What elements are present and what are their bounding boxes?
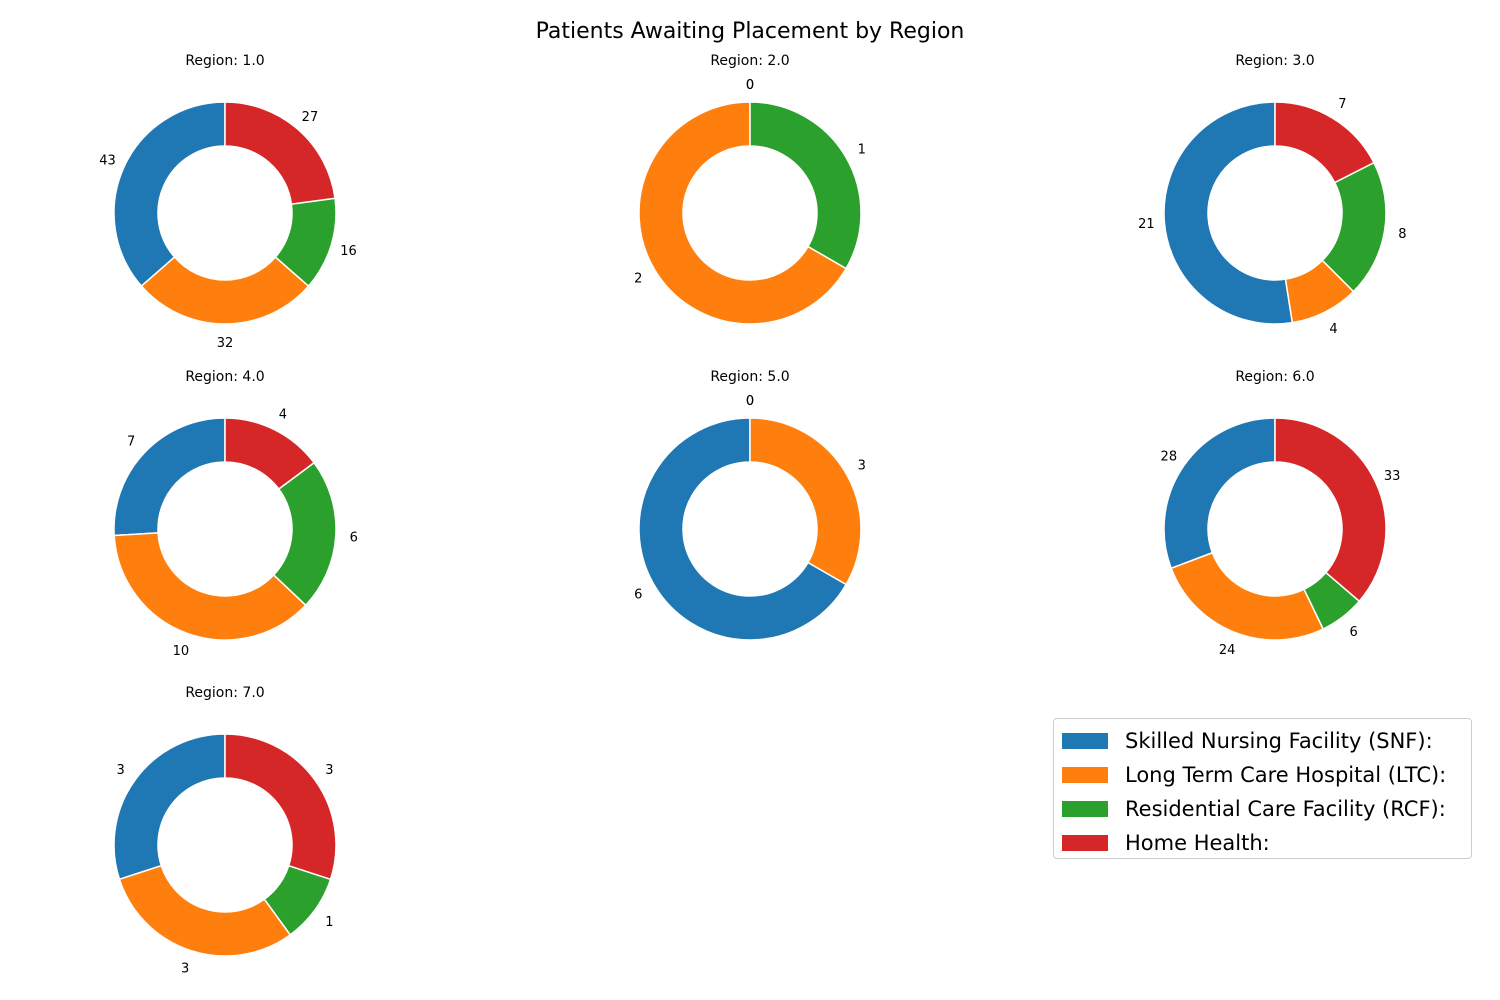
donut-region-1: Region: 1.0 43 32 16 27: [99, 53, 357, 351]
legend-label: Long Term Care Hospital (LTC):: [1125, 763, 1447, 787]
slice-value-label: 16: [340, 244, 357, 259]
slice-value-label: 7: [127, 434, 135, 449]
slice-value-label: 32: [217, 336, 234, 351]
slice-value-label: 4: [279, 408, 287, 423]
slice-value-label: 6: [350, 531, 358, 546]
donut-title: Region: 4.0: [185, 369, 264, 385]
slice-value-label: 24: [1219, 643, 1236, 658]
legend-swatch: [1062, 801, 1108, 817]
slice-value-label: 6: [1350, 625, 1358, 640]
donut-slice: [638, 417, 847, 641]
slice-value-label: 4: [1329, 322, 1337, 337]
chart-title: Patients Awaiting Placement by Region: [536, 19, 965, 44]
donut-slice: [224, 417, 315, 490]
donut-title: Region: 3.0: [1235, 53, 1314, 69]
slice-value-label: 1: [325, 915, 333, 930]
legend-label: Home Health:: [1125, 831, 1270, 855]
slice-value-label: 3: [181, 962, 189, 977]
legend-swatch: [1062, 733, 1108, 749]
donut-slice: [113, 733, 226, 881]
donut-region-7: Region: 7.0 3 3 1 3: [113, 685, 337, 977]
slice-value-label: 27: [302, 110, 319, 125]
legend-item: Long Term Care Hospital (LTC):: [1062, 758, 1471, 792]
slice-value-label: 1: [858, 143, 866, 158]
donut-slice: [113, 532, 307, 641]
donut-title: Region: 2.0: [710, 53, 789, 69]
donut-slice: [749, 101, 862, 270]
slice-value-label: 3: [858, 459, 866, 474]
donut-slice: [140, 256, 310, 325]
slice-value-label: 43: [99, 154, 116, 169]
slice-value-label: 28: [1161, 450, 1178, 465]
legend-item: Home Health:: [1062, 826, 1471, 860]
donut-title: Region: 6.0: [1235, 369, 1314, 385]
slice-value-label: 2: [634, 272, 642, 287]
donut-slice: [1163, 417, 1276, 570]
donut-title: Region: 5.0: [710, 369, 789, 385]
donut-title: Region: 7.0: [185, 685, 264, 701]
legend-label: Residential Care Facility (RCF):: [1125, 797, 1446, 821]
legend-swatch: [1062, 767, 1108, 783]
slice-value-label: 33: [1384, 469, 1401, 484]
slice-value-label: 0: [746, 78, 754, 93]
slice-value-label: 0: [746, 394, 754, 409]
donut-slice: [1163, 101, 1294, 325]
donut-region-4: Region: 4.0 7 10 6 4: [113, 369, 358, 659]
slice-value-label: 0: [746, 78, 754, 93]
legend-item: Residential Care Facility (RCF):: [1062, 792, 1471, 826]
slice-value-label: 6: [634, 588, 642, 603]
donut-region-3: Region: 3.0 21 4 8 7: [1138, 53, 1406, 337]
donut-title: Region: 1.0: [185, 53, 264, 69]
slice-value-label: 0: [746, 394, 754, 409]
legend-label: Skilled Nursing Facility (SNF):: [1125, 729, 1433, 753]
legend-swatch: [1062, 835, 1108, 851]
donut-slice: [224, 733, 337, 881]
slice-value-label: 7: [1338, 97, 1346, 112]
donut-slice: [1274, 101, 1375, 184]
slice-value-label: 10: [173, 644, 190, 659]
donut-slice: [118, 864, 291, 957]
slice-value-label: 3: [325, 763, 333, 778]
donut-slice: [1274, 417, 1387, 602]
donut-slice: [638, 101, 847, 325]
slice-value-label: 3: [116, 763, 124, 778]
donut-slice: [1170, 552, 1324, 641]
legend-item: Skilled Nursing Facility (SNF):: [1062, 724, 1471, 758]
donut-region-6: Region: 6.0 28 24 6 33: [1161, 369, 1401, 658]
donut-slice: [113, 101, 226, 287]
slice-value-label: 8: [1398, 227, 1406, 242]
legend: Skilled Nursing Facility (SNF): Long Term…: [1053, 718, 1472, 859]
donut-slice: [224, 101, 336, 205]
slice-value-label: 21: [1138, 217, 1155, 232]
donut-slice: [749, 417, 862, 586]
